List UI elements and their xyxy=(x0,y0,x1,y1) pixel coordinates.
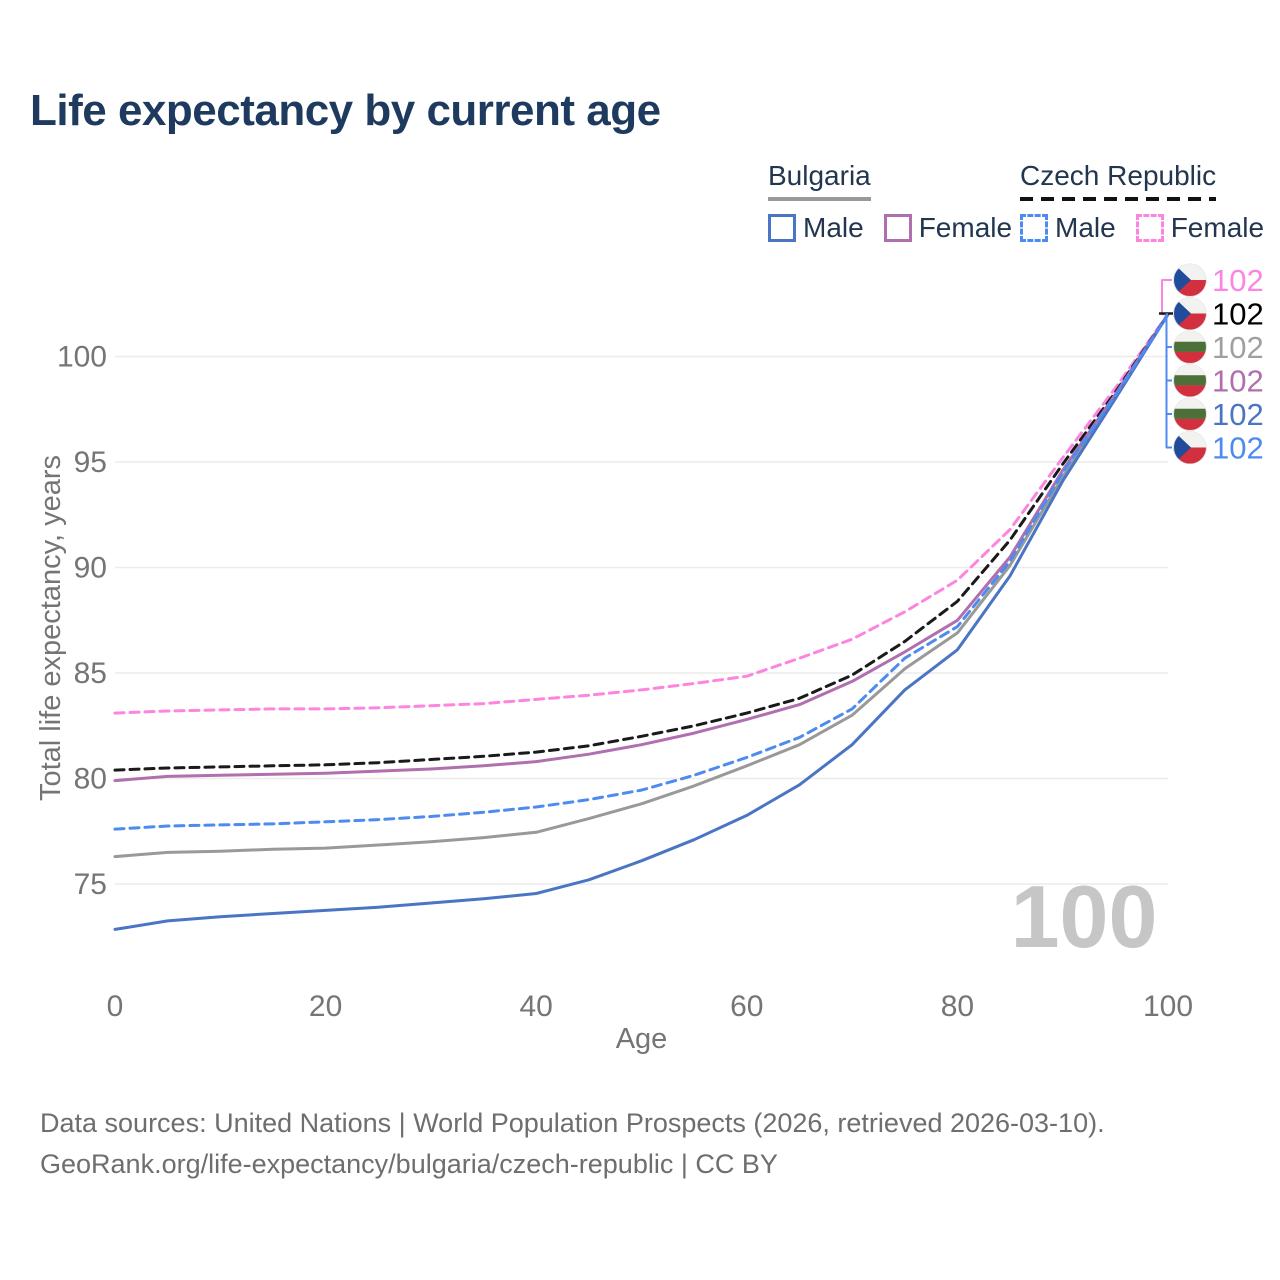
footer: Data sources: United Nations | World Pop… xyxy=(40,1103,1105,1185)
legend-swatch-czech-male[interactable] xyxy=(1020,214,1048,242)
end-label-bulgaria: 102 xyxy=(1212,330,1264,365)
end-label-bulgaria-female: 102 xyxy=(1212,364,1264,399)
legend-label-czech-male[interactable]: Male xyxy=(1055,212,1116,243)
series-line-czech-republic-female[interactable] xyxy=(113,312,1170,715)
legend-label-bulgaria-female[interactable]: Female xyxy=(918,212,1013,243)
end-label-czech-republic: 102 xyxy=(1212,297,1264,332)
series-line-czech-republic-male[interactable] xyxy=(113,312,1170,831)
legend-country-bulgaria-label: Bulgaria xyxy=(768,160,871,191)
y-tick-80: 80 xyxy=(74,763,107,796)
legend-country-bulgaria[interactable]: Bulgaria xyxy=(768,160,871,201)
legend-items-bulgaria: Male Female xyxy=(768,212,1032,244)
series-line-czech-republic[interactable] xyxy=(113,312,1170,772)
leader-lines-lower xyxy=(1165,313,1172,449)
legend-country-czech-republic[interactable]: Czech Republic xyxy=(1020,160,1217,201)
flag-icon-bg xyxy=(1173,364,1207,397)
flag-icon-cz xyxy=(1173,297,1207,330)
page-title: Life expectancy by current age xyxy=(30,86,661,135)
legend-swatch-bulgaria-male[interactable] xyxy=(768,214,796,242)
x-tick-80: 80 xyxy=(941,990,974,1023)
legend-rule-czech-republic xyxy=(1020,197,1217,201)
legend-group-bulgaria: Bulgaria Male Female xyxy=(768,160,1032,244)
flag-icon-cz xyxy=(1173,263,1207,297)
x-tick-20: 20 xyxy=(309,990,342,1023)
y-tick-100: 100 xyxy=(57,341,107,374)
x-axis-title: Age xyxy=(616,1023,668,1055)
series-line-bulgaria-male[interactable] xyxy=(113,312,1170,931)
legend-label-bulgaria-male[interactable]: Male xyxy=(803,212,864,243)
y-tick-85: 85 xyxy=(74,657,107,690)
legend-swatch-czech-female[interactable] xyxy=(1135,214,1164,242)
x-tick-0: 0 xyxy=(107,990,124,1023)
legend-rule-bulgaria xyxy=(768,197,871,201)
x-tick-40: 40 xyxy=(520,990,553,1023)
y-axis-title: Total life expectancy, years xyxy=(35,455,67,801)
leader-line-czech-female xyxy=(1161,279,1172,316)
end-label-czech-republic-male: 102 xyxy=(1212,431,1264,466)
legend-group-czech-republic: Czech Republic Male Female xyxy=(1020,160,1280,244)
end-label-bulgaria-male: 102 xyxy=(1212,397,1264,432)
legend-swatch-bulgaria-female[interactable] xyxy=(883,214,912,242)
legend-country-czech-republic-label: Czech Republic xyxy=(1020,160,1217,191)
x-tick-100: 100 xyxy=(1143,990,1193,1023)
age-watermark: 100 xyxy=(1011,867,1158,966)
footer-data-sources: Data sources: United Nations | World Pop… xyxy=(40,1108,1105,1138)
legend-label-czech-female[interactable]: Female xyxy=(1170,212,1265,243)
flag-icon-bg xyxy=(1173,397,1207,431)
series-line-bulgaria[interactable] xyxy=(113,312,1170,859)
series-line-bulgaria-female[interactable] xyxy=(113,312,1170,783)
legend-items-czech-republic: Male Female xyxy=(1020,212,1280,244)
y-tick-75: 75 xyxy=(74,868,107,901)
flag-icon-cz xyxy=(1173,431,1207,464)
footer-attribution: GeoRank.org/life-expectancy/bulgaria/cze… xyxy=(40,1149,778,1179)
flag-icon-bg xyxy=(1173,330,1207,364)
end-label-czech-republic-female: 102 xyxy=(1212,263,1264,298)
y-tick-90: 90 xyxy=(74,552,107,585)
x-tick-60: 60 xyxy=(730,990,763,1023)
y-tick-95: 95 xyxy=(74,446,107,479)
